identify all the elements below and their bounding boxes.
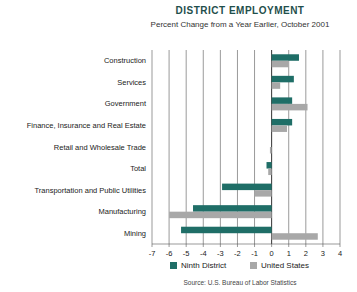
bar bbox=[181, 227, 272, 234]
bar bbox=[272, 54, 299, 61]
bar bbox=[222, 184, 272, 191]
bar bbox=[272, 61, 289, 68]
tick bbox=[322, 244, 323, 247]
bar bbox=[255, 190, 272, 197]
legend-label: United States bbox=[261, 261, 309, 270]
bar bbox=[272, 76, 294, 83]
tick bbox=[203, 244, 204, 247]
tick bbox=[305, 244, 306, 247]
bars bbox=[169, 54, 318, 239]
grid-line bbox=[322, 50, 323, 244]
source: Source: U.S. Bureau of Labor Statistics bbox=[183, 279, 297, 286]
tick bbox=[340, 244, 341, 247]
tick-label: -5 bbox=[183, 249, 190, 258]
chart: DISTRICT EMPLOYMENT Percent Change from a… bbox=[0, 0, 357, 292]
tick bbox=[152, 244, 153, 247]
tick bbox=[220, 244, 221, 247]
tick-label: -3 bbox=[217, 249, 224, 258]
tick-label: 4 bbox=[338, 249, 342, 258]
tick-label: -2 bbox=[234, 249, 241, 258]
tick bbox=[254, 244, 255, 247]
category-label: Total bbox=[130, 164, 146, 173]
tick-label: 0 bbox=[270, 249, 274, 258]
category-label: Mining bbox=[124, 229, 146, 238]
bar bbox=[272, 82, 281, 89]
tick-label: 2 bbox=[304, 249, 308, 258]
bar bbox=[193, 205, 272, 212]
tick bbox=[271, 244, 272, 247]
title: DISTRICT EMPLOYMENT bbox=[176, 5, 305, 16]
bar bbox=[272, 119, 293, 126]
category-label: Construction bbox=[104, 56, 146, 65]
tick-label: -6 bbox=[166, 249, 173, 258]
tick-label: -4 bbox=[200, 249, 207, 258]
tick-label: -1 bbox=[251, 249, 258, 258]
tick bbox=[186, 244, 187, 247]
bar bbox=[169, 212, 272, 219]
bar bbox=[270, 147, 272, 154]
grid-line bbox=[305, 50, 306, 244]
category-label: Transportation and Public Utilities bbox=[35, 186, 147, 195]
grid-line bbox=[152, 50, 153, 244]
tick bbox=[288, 244, 289, 247]
bar bbox=[271, 141, 272, 148]
category-label: Government bbox=[105, 99, 147, 108]
category-label: Retail and Wholesale Trade bbox=[54, 143, 146, 152]
tick bbox=[237, 244, 238, 247]
tick-label: 1 bbox=[287, 249, 291, 258]
bar bbox=[272, 97, 293, 104]
x-axis bbox=[152, 244, 340, 245]
legend-label: Ninth District bbox=[181, 261, 227, 270]
legend-swatch bbox=[250, 262, 257, 269]
category-label: Finance, Insurance and Real Estate bbox=[27, 121, 146, 130]
tick-label: -7 bbox=[149, 249, 156, 258]
subtitle: Percent Change from a Year Earlier, Octo… bbox=[151, 20, 330, 29]
category-label: Manufacturing bbox=[98, 207, 146, 216]
tick bbox=[169, 244, 170, 247]
bar bbox=[268, 169, 271, 176]
category-label: Services bbox=[117, 78, 146, 87]
legend-swatch bbox=[170, 262, 177, 269]
bar bbox=[272, 125, 287, 132]
bar bbox=[272, 233, 318, 240]
bar bbox=[267, 162, 272, 169]
bar bbox=[272, 104, 308, 111]
grid-line bbox=[340, 50, 341, 244]
tick-label: 3 bbox=[321, 249, 325, 258]
